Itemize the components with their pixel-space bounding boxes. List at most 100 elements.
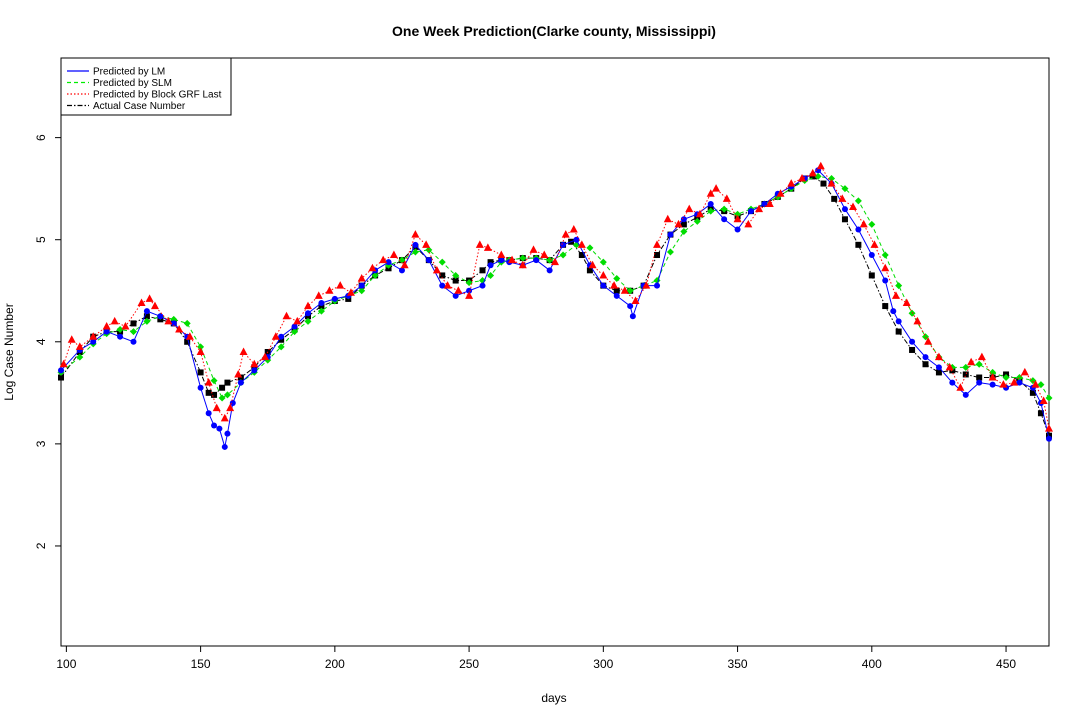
- data-point: [185, 332, 194, 340]
- y-tick-label: 4: [34, 338, 48, 345]
- data-point: [157, 313, 164, 320]
- data-point: [425, 257, 432, 264]
- data-point: [613, 292, 620, 299]
- data-point: [560, 241, 567, 248]
- data-point: [398, 267, 405, 274]
- data-point: [368, 263, 377, 272]
- data-point: [962, 391, 969, 398]
- data-point: [849, 202, 858, 211]
- data-point: [934, 352, 943, 361]
- data-point: [859, 219, 868, 228]
- data-point: [1016, 379, 1023, 386]
- data-point: [653, 240, 662, 248]
- data-point: [278, 333, 285, 340]
- data-point: [734, 226, 741, 233]
- data-point: [358, 287, 366, 295]
- data-point: [90, 338, 97, 345]
- data-point: [465, 279, 473, 287]
- data-point: [67, 335, 76, 343]
- data-point: [293, 316, 302, 325]
- data-point: [913, 316, 922, 325]
- data-point: [776, 189, 785, 197]
- data-point: [487, 262, 494, 269]
- legend-label: Predicted by Block GRF Last: [93, 90, 222, 101]
- data-point: [291, 323, 298, 330]
- data-point: [881, 251, 889, 259]
- data-point: [452, 292, 459, 299]
- data-point: [956, 383, 965, 391]
- data-point: [680, 216, 687, 223]
- data-point: [642, 281, 651, 289]
- data-point: [599, 270, 608, 279]
- axis-layer: 100 150 200 250 300 350 400 450 2 3 4 5 6: [34, 134, 1016, 671]
- data-point: [988, 373, 997, 381]
- data-point: [1020, 367, 1029, 376]
- data-point: [237, 374, 244, 381]
- data-point: [707, 200, 714, 207]
- x-tick-label: 150: [191, 657, 211, 671]
- data-point: [820, 180, 827, 187]
- data-point: [882, 277, 889, 284]
- data-point: [150, 301, 159, 310]
- data-point: [599, 258, 607, 266]
- data-point: [895, 318, 902, 325]
- data-point: [226, 403, 235, 412]
- data-point: [620, 286, 629, 294]
- data-point: [693, 217, 701, 225]
- data-point: [722, 194, 731, 202]
- x-tick-label: 250: [459, 657, 479, 671]
- data-point: [831, 195, 838, 202]
- data-point: [452, 277, 459, 284]
- series-line: [60, 169, 1050, 448]
- data-point: [613, 287, 620, 294]
- data-point: [1002, 374, 1010, 382]
- data-point: [170, 320, 177, 327]
- data-point: [868, 252, 875, 259]
- data-point: [58, 374, 64, 381]
- data-point: [1039, 396, 1048, 404]
- data-point: [239, 347, 248, 355]
- data-point: [205, 389, 212, 396]
- data-point: [314, 291, 323, 299]
- data-point: [924, 337, 933, 345]
- y-tick-label: 5: [34, 236, 48, 243]
- data-point: [935, 364, 942, 371]
- data-point: [868, 272, 875, 279]
- data-point: [707, 207, 715, 215]
- series-line: [60, 175, 1050, 436]
- data-point: [438, 258, 446, 266]
- data-point: [546, 267, 553, 274]
- data-point: [212, 403, 221, 412]
- data-point: [143, 313, 150, 320]
- data-point: [808, 168, 817, 177]
- data-point: [577, 240, 586, 248]
- legend-label: Predicted by LM: [93, 67, 165, 78]
- data-point: [578, 252, 585, 259]
- data-point: [533, 257, 540, 264]
- x-axis-label: days: [541, 691, 566, 705]
- data-point: [110, 316, 119, 325]
- data-point: [487, 271, 495, 279]
- data-point: [251, 367, 258, 374]
- data-point: [975, 360, 983, 368]
- data-point: [721, 216, 728, 223]
- data-point: [102, 321, 111, 330]
- data-point: [278, 336, 285, 343]
- data-point: [205, 410, 212, 417]
- data-point: [465, 291, 474, 299]
- data-point: [229, 400, 236, 407]
- data-point: [855, 226, 862, 233]
- data-point: [922, 354, 929, 361]
- data-point: [809, 173, 816, 180]
- data-point: [1045, 394, 1053, 402]
- data-point: [586, 244, 594, 252]
- data-point: [196, 347, 205, 355]
- data-point: [755, 204, 764, 213]
- data-point: [518, 260, 527, 269]
- legend-box: [60, 57, 232, 116]
- data-point: [211, 422, 218, 429]
- data-point: [1010, 378, 1019, 386]
- data-point: [989, 368, 997, 376]
